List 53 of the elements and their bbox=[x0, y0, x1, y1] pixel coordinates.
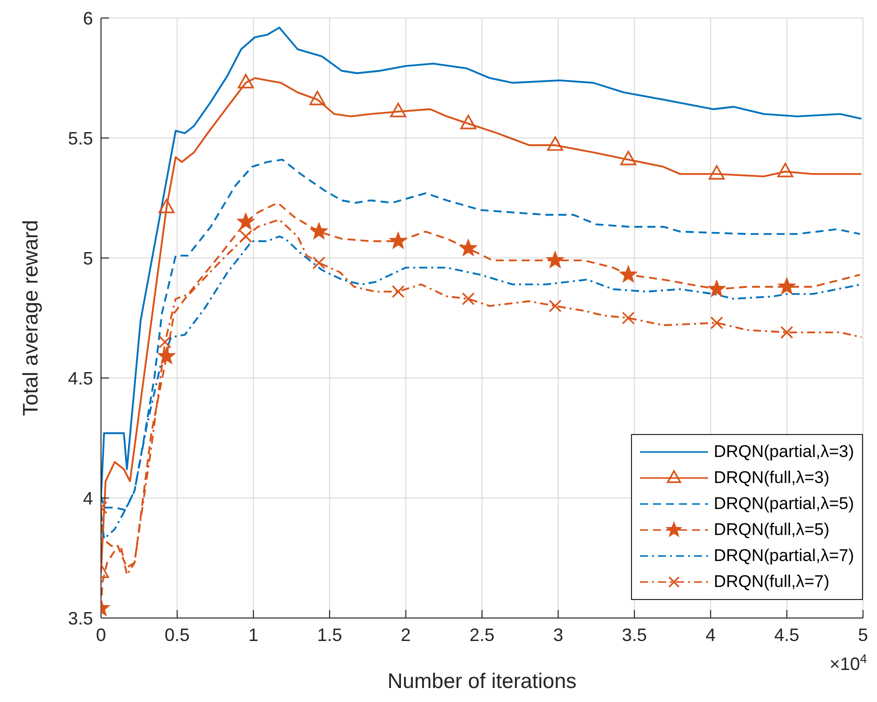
x-tick-label: 2 bbox=[400, 624, 411, 645]
y-tick-label: 4.5 bbox=[68, 368, 93, 388]
y-axis-title: Total average reward bbox=[19, 220, 42, 416]
point bbox=[460, 114, 476, 130]
text: ×10$^{4}$ bbox=[829, 652, 867, 674]
point bbox=[546, 252, 564, 268]
point bbox=[460, 240, 477, 256]
x-axis-title: Number of iterations bbox=[387, 670, 577, 693]
point bbox=[158, 348, 175, 364]
point bbox=[710, 316, 724, 330]
point bbox=[780, 326, 794, 339]
x-tick-label: 0 bbox=[96, 624, 106, 645]
point bbox=[462, 292, 475, 306]
point bbox=[392, 285, 405, 298]
point bbox=[239, 230, 252, 243]
point bbox=[778, 278, 796, 294]
x-tick-label: 4.5 bbox=[774, 624, 800, 645]
point bbox=[390, 232, 406, 248]
x-tick-label: 2.5 bbox=[469, 624, 495, 645]
point bbox=[237, 213, 254, 230]
point bbox=[547, 136, 564, 151]
y-tick-label: 5 bbox=[82, 248, 93, 268]
legend-label: DRQN(partial,λ=5) bbox=[714, 494, 854, 514]
legend-label: DRQN(full,λ=7) bbox=[714, 572, 830, 592]
legend-label: DRQN(full,λ=5) bbox=[714, 520, 830, 540]
legend-label: DRQN(partial,λ=7) bbox=[714, 546, 854, 566]
y-tick-label: 3.5 bbox=[68, 608, 93, 628]
x-tick-label: 5 bbox=[858, 624, 868, 645]
point bbox=[548, 300, 562, 312]
point bbox=[708, 280, 726, 296]
point bbox=[620, 266, 637, 282]
x-tick-label: 4 bbox=[706, 624, 716, 645]
legend-label: DRQN(full,λ=3) bbox=[714, 468, 830, 488]
point bbox=[158, 336, 172, 348]
x-tick-label: 1.5 bbox=[317, 624, 342, 645]
point bbox=[158, 198, 175, 214]
point bbox=[309, 90, 326, 106]
point bbox=[777, 162, 794, 178]
y-tick-label: 4 bbox=[82, 488, 93, 508]
point bbox=[708, 165, 725, 180]
y-tick-label: 5.5 bbox=[68, 128, 93, 148]
x-tick-label: 1 bbox=[248, 624, 258, 645]
point bbox=[310, 222, 328, 239]
point bbox=[238, 74, 254, 88]
point bbox=[390, 102, 406, 118]
point bbox=[622, 312, 635, 324]
point bbox=[312, 256, 326, 270]
x-tick-label: 3.5 bbox=[622, 624, 647, 645]
x-tick-label: 3 bbox=[553, 624, 564, 645]
x-tick-label: 0.5 bbox=[164, 624, 190, 645]
legend-label: DRQN(partial,λ=3) bbox=[714, 442, 854, 462]
y-tick-label: 6 bbox=[82, 8, 93, 28]
point bbox=[620, 150, 636, 166]
